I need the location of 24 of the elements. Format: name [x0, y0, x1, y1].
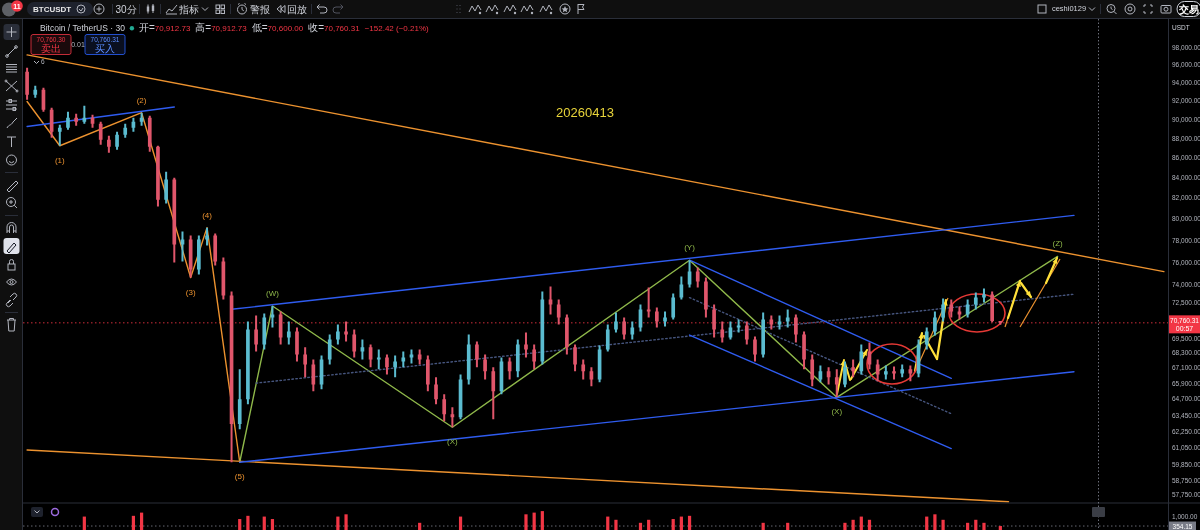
- annotation: (3): [185, 287, 196, 297]
- annotation: (Y): [684, 243, 696, 253]
- annotation: (4): [202, 210, 213, 220]
- text: BTCUSDT: [33, 5, 72, 14]
- annotation: 20260413: [556, 105, 614, 120]
- text: Bitcoin / TetherUS · 30: [40, 23, 126, 33]
- annotation: 高=70,912.73: [195, 22, 248, 33]
- text: 回放: [287, 3, 307, 15]
- annotation: (Z): [1052, 239, 1064, 249]
- annotation: (X): [447, 437, 459, 447]
- annotation: 低=70,600.00: [251, 22, 304, 33]
- text: 指标: [178, 3, 199, 15]
- text: 30分: [115, 3, 137, 15]
- annotation: (W): [266, 289, 280, 299]
- annotation: 买入: [95, 43, 115, 54]
- annotation: 开=70,912.73: [138, 22, 191, 33]
- annotation: (X): [831, 407, 843, 417]
- annotation: 卖出: [41, 43, 61, 54]
- annotation: (1): [54, 155, 66, 165]
- annotation: (2): [136, 95, 147, 105]
- text: 警报: [250, 3, 270, 15]
- annotation: 收=70,760.31: [308, 22, 361, 33]
- annotation: −152.42 (−0.21%): [364, 24, 430, 33]
- annotation: (5): [234, 472, 245, 482]
